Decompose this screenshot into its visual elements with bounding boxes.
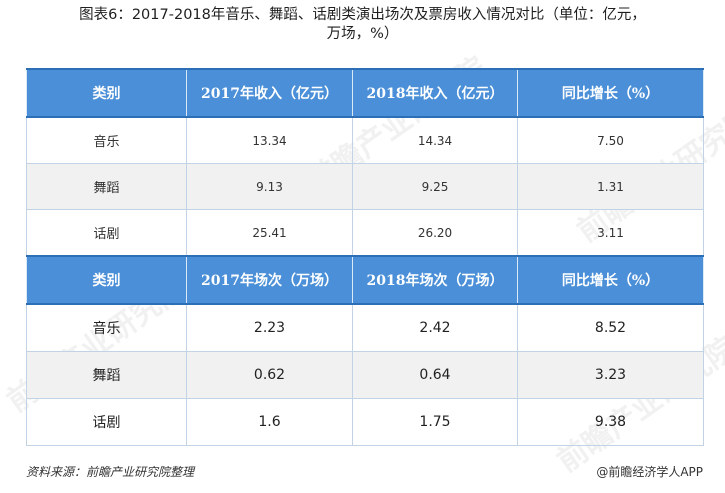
table-row: 舞蹈 9.13 9.25 1.31 bbox=[26, 163, 704, 210]
table1-header-row: 类别 2017年收入（亿元） 2018年收入（亿元） 同比增长（%） bbox=[26, 68, 704, 118]
table-cell: 2.23 bbox=[186, 303, 353, 352]
table-cell: 9.13 bbox=[186, 163, 353, 210]
table2-header-2018: 2018年场次（万场） bbox=[352, 255, 518, 305]
table-cell: 3.11 bbox=[517, 209, 704, 257]
source-note: 资料来源：前瞻产业研究院整理 bbox=[26, 465, 195, 479]
table-row: 话剧 1.6 1.75 9.38 bbox=[26, 398, 704, 446]
table2-header-growth: 同比增长（%） bbox=[517, 255, 704, 305]
title-line-2: 万场，%） bbox=[326, 26, 399, 42]
table2-header-2017: 2017年场次（万场） bbox=[186, 255, 353, 305]
table2-header-category: 类别 bbox=[26, 255, 187, 305]
table-cell: 14.34 bbox=[352, 116, 518, 164]
table-cell: 1.75 bbox=[352, 398, 518, 446]
table-cell: 音乐 bbox=[26, 303, 187, 352]
table1-header-growth: 同比增长（%） bbox=[517, 68, 704, 118]
table-cell: 话剧 bbox=[26, 398, 187, 446]
table-cell: 9.25 bbox=[352, 163, 518, 210]
table-cell: 1.6 bbox=[186, 398, 353, 446]
table-cell: 音乐 bbox=[26, 116, 187, 164]
table-cell: 13.34 bbox=[186, 116, 353, 164]
table-row: 舞蹈 0.62 0.64 3.23 bbox=[26, 351, 704, 399]
table-cell: 3.23 bbox=[517, 351, 704, 399]
table-cell: 舞蹈 bbox=[26, 351, 187, 399]
table-cell: 8.52 bbox=[517, 303, 704, 352]
brand-credit: @前瞻经济学人APP bbox=[596, 465, 703, 479]
table-row: 音乐 13.34 14.34 7.50 bbox=[26, 116, 704, 164]
table-cell: 话剧 bbox=[26, 209, 187, 257]
table-cell: 0.64 bbox=[352, 351, 518, 399]
table1-header-category: 类别 bbox=[26, 68, 187, 118]
table-row: 话剧 25.41 26.20 3.11 bbox=[26, 209, 704, 257]
chart-title: 图表6：2017-2018年音乐、舞蹈、话剧类演出场次及票房收入情况对比（单位：… bbox=[0, 6, 725, 44]
table-cell: 26.20 bbox=[352, 209, 518, 257]
table-cell: 9.38 bbox=[517, 398, 704, 446]
table-cell: 0.62 bbox=[186, 351, 353, 399]
table-cell: 7.50 bbox=[517, 116, 704, 164]
data-table: 类别 2017年收入（亿元） 2018年收入（亿元） 同比增长（%） 音乐 13… bbox=[26, 68, 704, 446]
table-cell: 2.42 bbox=[352, 303, 518, 352]
title-line-1: 图表6：2017-2018年音乐、舞蹈、话剧类演出场次及票房收入情况对比（单位：… bbox=[79, 7, 646, 23]
table1-header-2017: 2017年收入（亿元） bbox=[186, 68, 353, 118]
table-cell: 舞蹈 bbox=[26, 163, 187, 210]
table2-header-row: 类别 2017年场次（万场） 2018年场次（万场） 同比增长（%） bbox=[26, 255, 704, 305]
table-row: 音乐 2.23 2.42 8.52 bbox=[26, 303, 704, 352]
table-cell: 1.31 bbox=[517, 163, 704, 210]
table-cell: 25.41 bbox=[186, 209, 353, 257]
table1-header-2018: 2018年收入（亿元） bbox=[352, 68, 518, 118]
